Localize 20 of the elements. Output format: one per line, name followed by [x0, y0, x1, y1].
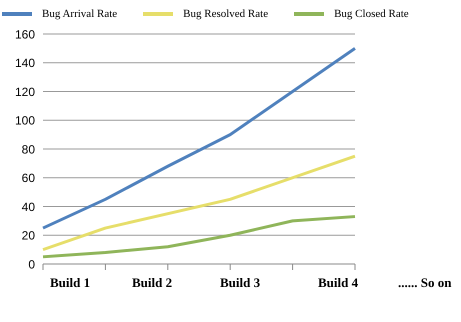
- y-tick-label: 40: [22, 200, 36, 214]
- y-tick-label: 140: [14, 56, 36, 70]
- y-tick-label: 120: [14, 84, 36, 99]
- y-tick-label: 160: [14, 27, 36, 42]
- y-tick-label: 20: [22, 228, 36, 243]
- legend-label: Bug Arrival Rate: [42, 8, 118, 20]
- y-tick-label: 60: [22, 171, 36, 186]
- text: ...... So on: [398, 275, 452, 291]
- text: Build 1: [50, 275, 90, 291]
- legend-label: Bug Resolved Rate: [183, 8, 268, 20]
- text: Build 3: [220, 275, 260, 291]
- y-tick-label: 0: [28, 257, 36, 272]
- line-series: [42, 215, 356, 258]
- line-series: [42, 46, 356, 230]
- y-tick-label: 80: [22, 142, 36, 156]
- text: Build 2: [132, 275, 172, 291]
- legend-label: Bug Closed Rate: [334, 8, 409, 20]
- text: Build 4: [318, 275, 358, 291]
- line-series: [42, 154, 356, 252]
- y-tick-label: 100: [14, 114, 36, 128]
